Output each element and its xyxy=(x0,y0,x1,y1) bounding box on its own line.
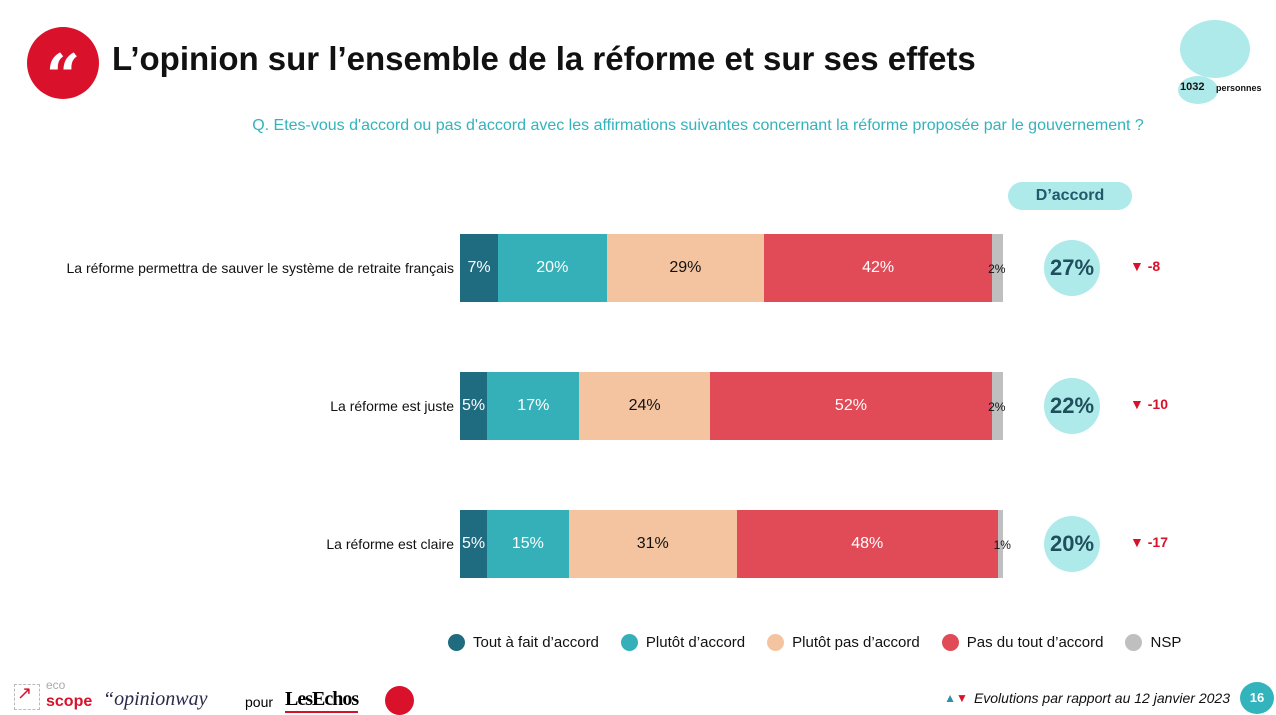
legend-swatch-icon xyxy=(620,634,638,651)
legend-label: Pas du tout d’accord xyxy=(966,634,1104,651)
ecoscope-logo-top: eco xyxy=(46,678,66,692)
bar-segment: 15% xyxy=(487,510,569,578)
bar-segment: 7% xyxy=(460,234,498,302)
data-label: 5% xyxy=(462,397,486,414)
evolution-text: -8 xyxy=(1147,258,1161,274)
data-label: 17% xyxy=(517,397,550,414)
data-label: 1% xyxy=(993,538,1011,552)
data-label: 48% xyxy=(851,535,884,552)
bar-segment: 20% xyxy=(498,234,607,302)
data-label: 29% xyxy=(669,259,702,276)
evolution-text: -17 xyxy=(1147,534,1168,550)
page-number: 16 xyxy=(1240,682,1274,714)
data-label: 31% xyxy=(636,535,669,552)
people-icon xyxy=(1180,20,1250,78)
legend-swatch-icon xyxy=(941,634,959,651)
legend-swatch-icon xyxy=(767,634,785,651)
evolution-note: Evolutions par rapport au 12 janvier 202… xyxy=(973,690,1230,706)
data-label: 52% xyxy=(834,397,867,414)
legend-label: Plutôt pas d’accord xyxy=(792,634,920,651)
bar-segment: 5% xyxy=(460,372,488,440)
legend-label: Plutôt d’accord xyxy=(645,634,746,651)
legend-item: Plutôt pas d’accord xyxy=(767,634,920,651)
legend-item: Plutôt d’accord xyxy=(620,634,746,651)
evolution-value: ▼ -17 xyxy=(1130,534,1168,550)
agree-total-badge: 27% xyxy=(1044,240,1100,296)
page-title: L’opinion sur l’ensemble de la réforme e… xyxy=(112,40,976,77)
data-label: 24% xyxy=(628,397,661,414)
sample-size: 1032 xyxy=(1180,81,1205,93)
bar-segment: 17% xyxy=(487,372,580,440)
bar-segment xyxy=(997,510,1003,578)
question-text: Q. Etes-vous d'accord ou pas d'accord av… xyxy=(252,117,1144,134)
down-arrow-icon: ▼ xyxy=(1130,396,1148,412)
sample-label: personnes xyxy=(1216,83,1262,93)
bar-segment: 5% xyxy=(460,510,488,578)
legend-swatch-icon xyxy=(1125,634,1143,651)
agree-total-badge: 20% xyxy=(1044,516,1100,572)
evolution-value: ▼ -10 xyxy=(1130,396,1168,412)
category-label: La réforme est juste xyxy=(330,398,454,414)
data-label: 42% xyxy=(862,259,895,276)
lesechos-logo: LesEchos xyxy=(285,688,359,713)
legend-item: Pas du tout d’accord xyxy=(941,634,1104,651)
evolution-note-group: ▲▼ Evolutions par rapport au 12 janvier … xyxy=(944,690,1230,706)
down-arrow-icon: ▼ xyxy=(1130,534,1148,550)
opinionway-logo: “opinionway xyxy=(103,688,208,710)
bar-segment: 48% xyxy=(736,510,998,578)
legend: Tout à fait d’accord Plutôt d’accord Plutô… xyxy=(448,634,1181,651)
quote-logo-icon: “ xyxy=(27,27,99,99)
bar-segment: 42% xyxy=(764,234,993,302)
agree-total-badge: 22% xyxy=(1044,378,1100,434)
evolution-value: ▼ -8 xyxy=(1130,258,1160,274)
ecoscope-logo-bottom: scope xyxy=(46,693,93,710)
bar-segment: 52% xyxy=(709,372,993,440)
legend-item: NSP xyxy=(1125,634,1181,651)
legend-label: Tout à fait d’accord xyxy=(473,634,599,651)
legend-item: Tout à fait d’accord xyxy=(448,634,599,651)
data-label: 15% xyxy=(511,535,544,552)
evolution-arrows-icon: ▲▼ xyxy=(944,691,968,705)
legend-swatch-icon xyxy=(448,634,465,651)
bar-segment: 24% xyxy=(579,372,710,440)
category-label: La réforme est claire xyxy=(326,536,454,552)
sample-badge xyxy=(1178,76,1218,104)
bar-segment xyxy=(992,372,1003,440)
agree-header: D’accord xyxy=(1008,182,1132,210)
data-label: 20% xyxy=(536,259,569,276)
bar-segment: 29% xyxy=(606,234,765,302)
data-label: 2% xyxy=(988,262,1006,276)
down-arrow-icon: ▼ xyxy=(1130,258,1148,274)
pour-text: pour xyxy=(245,694,274,710)
data-label: 2% xyxy=(988,400,1006,414)
data-label: 7% xyxy=(467,259,491,276)
category-label: La réforme permettra de sauver le systèm… xyxy=(66,260,454,276)
evolution-text: -10 xyxy=(1147,396,1168,412)
radio-classique-logo-icon xyxy=(385,686,414,715)
bar-segment xyxy=(992,234,1003,302)
bar-segment: 31% xyxy=(568,510,737,578)
ecoscope-logo-icon: ↗ xyxy=(14,683,40,710)
data-label: 5% xyxy=(462,535,486,552)
legend-label: NSP xyxy=(1150,634,1182,651)
